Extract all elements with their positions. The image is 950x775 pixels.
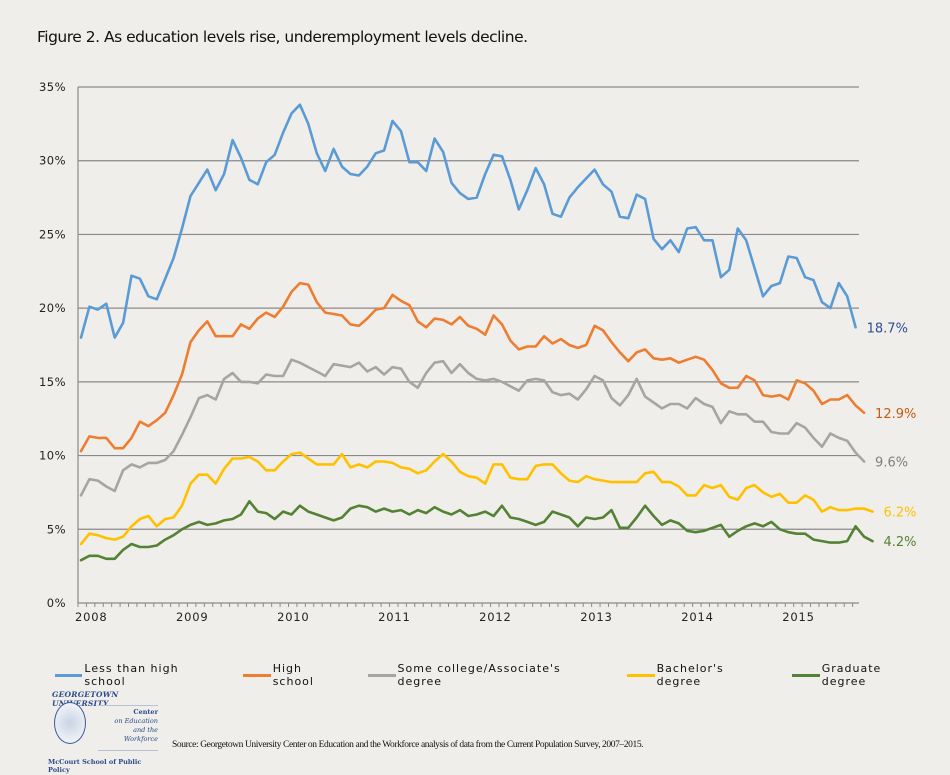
chart-title: Figure 2. As education levels rise, unde… [37,28,528,46]
end-value-label: 12.9% [875,407,916,422]
y-tick-label: 20% [39,301,66,315]
legend-label: Bachelor's degree [656,662,724,688]
y-tick-label: 25% [39,227,66,241]
logo-center-name: Center on Education and the Workforce [98,708,158,744]
series-lines [79,103,874,562]
legend-item-some-college: Some college/Associate's degree [368,662,605,688]
end-value-label: 18.7% [867,321,908,336]
end-value-label: 6.2% [883,506,916,521]
series-line-high-school [79,281,866,453]
logo-divider [98,750,158,751]
legend-item-bachelors: Bachelor's degree [627,662,770,688]
legend-label: High school [272,662,314,688]
logo-university-name: GEORGETOWN UNIVERSITY [52,690,119,708]
y-tick-label: 30% [39,154,66,168]
legend-label: Some college/Associate's degree [397,662,561,688]
line-chart: 0%5%10%15%20%25%30%35% 2008 2009 2010 2011 2… [39,80,917,624]
y-tick-label: 15% [39,375,66,389]
gridlines [78,86,859,604]
logo-center-line2: on Education [114,717,158,725]
x-tick-label: 2011 [378,610,410,624]
y-tick-label: 35% [39,80,66,94]
source-note: Source: Georgetown University Center on … [172,740,644,750]
legend-item-high-school: High school [243,662,346,688]
legend-swatch [368,673,396,677]
legend: Less than high school High school Some c… [55,662,950,688]
y-tick-label: 10% [39,449,66,463]
x-tick-label: 2009 [176,610,208,624]
university-seal-icon [54,702,86,744]
logo-center-line1: Center [133,708,158,716]
x-tick-label: 2015 [782,610,814,624]
logo-school-name: McCourt School of Public Policy [48,758,142,774]
y-axis-ticks: 0% 5% 10% 15% 20% 25% 30% 35% [39,80,66,610]
legend-swatch [243,673,271,677]
x-tick-label: 2014 [681,610,713,624]
series-line-some-college-associate-s-degree [79,358,866,497]
end-labels: 18.7% 12.9% 9.6% 6.2% 4.2% [867,321,917,550]
end-value-label: 4.2% [883,535,916,550]
y-tick-label: 5% [47,522,66,536]
georgetown-logo: GEORGETOWN UNIVERSITY Center on Educatio… [40,690,160,774]
legend-swatch [55,673,83,677]
x-tick-label: 2010 [277,610,309,624]
series-line-graduate-degree [79,499,874,562]
end-value-label: 9.6% [875,455,908,470]
legend-item-less-than-high-school: Less than high school [55,662,221,688]
legend-label: Less than high school [84,662,179,688]
legend-label: Graduate degree [821,662,882,688]
legend-item-graduate: Graduate degree [792,662,928,688]
y-tick-label: 0% [47,596,66,610]
series-line-bachelor-s-degree [79,451,874,546]
x-tick-label: 2012 [479,610,511,624]
legend-swatch [627,673,655,677]
series-line-less-than-high-school [79,103,857,339]
x-tick-label: 2013 [580,610,612,624]
logo-center-line3: and the Workforce [123,726,158,743]
legend-swatch [792,673,820,677]
x-axis: 2008 2009 2010 2011 2012 2013 2014 2015 [75,87,854,624]
x-tick-label: 2008 [75,610,107,624]
logo-divider [98,705,158,706]
